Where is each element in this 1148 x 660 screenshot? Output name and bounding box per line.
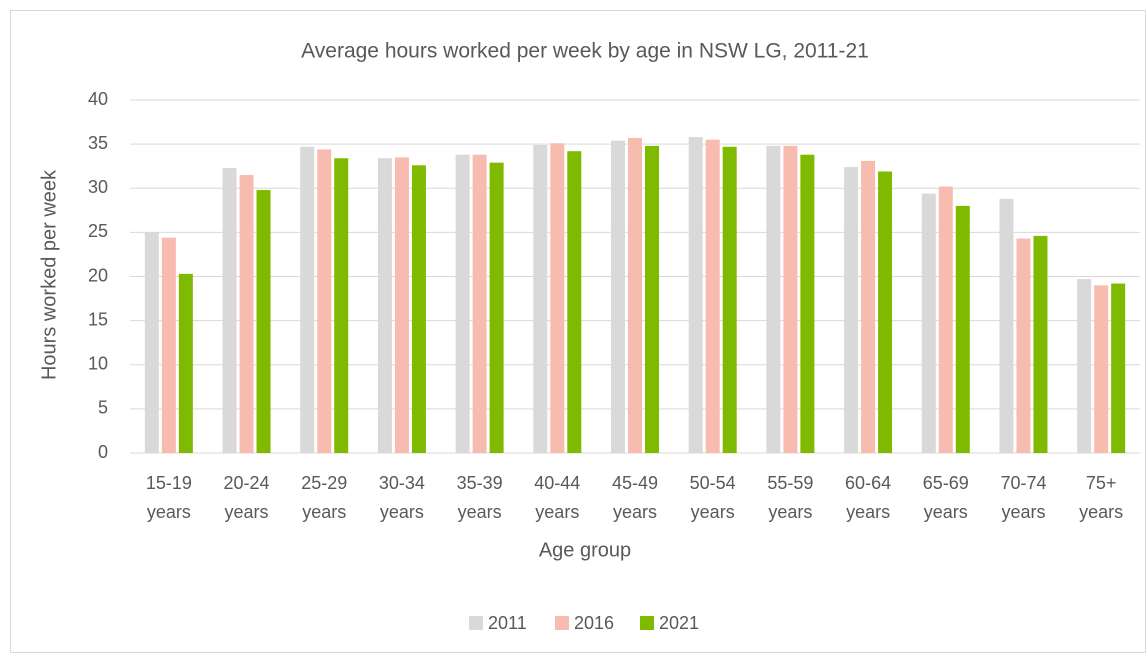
bar <box>688 137 703 453</box>
bar <box>489 162 504 453</box>
bar <box>766 145 781 453</box>
bar <box>611 140 625 453</box>
bar <box>550 143 565 453</box>
x-axis-label: Age group <box>539 539 631 561</box>
bar <box>377 158 392 453</box>
bar <box>317 149 332 454</box>
bar <box>256 190 271 453</box>
x-tick-label: 20-24 years <box>224 473 270 522</box>
legend-label: 2021 <box>659 613 699 633</box>
bar <box>300 146 315 453</box>
y-tick-label: 20 <box>88 265 108 285</box>
x-tick-label: 60-64 years <box>845 473 891 522</box>
bar <box>455 154 470 453</box>
y-tick-label: 5 <box>98 398 108 418</box>
bar <box>1077 279 1092 453</box>
x-tick-label: 35-39 years <box>457 473 503 522</box>
y-tick-label: 15 <box>88 309 108 329</box>
bar <box>800 154 815 453</box>
x-tick-label: 45-49 years <box>612 473 658 522</box>
bar <box>705 139 720 453</box>
bar <box>334 158 349 453</box>
bar <box>938 186 953 454</box>
bar <box>628 137 642 453</box>
x-tick-label: 75+ years <box>1079 473 1123 522</box>
legend-swatch <box>640 616 654 630</box>
bar <box>411 165 426 453</box>
chart-title: Average hours worked per week by age in … <box>301 40 869 63</box>
y-tick-label: 30 <box>88 177 108 197</box>
bar <box>844 167 859 453</box>
bar <box>722 146 737 453</box>
bar <box>1094 285 1109 453</box>
bar <box>222 167 237 453</box>
bar <box>1016 238 1031 453</box>
y-tick-label: 35 <box>88 133 108 153</box>
bar <box>161 237 176 453</box>
x-tick-label: 40-44 years <box>534 473 580 522</box>
y-tick-label: 0 <box>98 442 108 462</box>
x-tick-label: 70-74 years <box>1000 473 1046 522</box>
legend-swatch <box>555 616 569 630</box>
bar <box>472 154 487 453</box>
legend-label: 2011 <box>488 613 527 633</box>
bar <box>144 232 159 453</box>
y-tick-label: 40 <box>88 89 108 109</box>
bar <box>533 145 548 453</box>
bar <box>567 151 582 453</box>
bar <box>239 175 254 453</box>
y-tick-label: 25 <box>88 221 108 241</box>
bar <box>955 205 970 453</box>
bar <box>783 145 798 453</box>
bar <box>1033 235 1048 453</box>
bar <box>1111 283 1126 453</box>
y-tick-label: 10 <box>88 354 108 374</box>
x-tick-label: 65-69 years <box>923 473 969 522</box>
bar <box>178 273 193 453</box>
x-tick-label: 30-34 years <box>379 473 425 522</box>
bar <box>861 160 876 453</box>
bar <box>921 193 936 454</box>
x-tick-label: 50-54 years <box>690 473 736 522</box>
y-axis-label: Hours worked per week <box>38 169 60 380</box>
bar <box>645 145 659 453</box>
legend-swatch <box>469 616 483 630</box>
x-tick-label: 55-59 years <box>767 473 813 522</box>
x-tick-label: 25-29 years <box>301 473 347 522</box>
bar <box>999 198 1014 453</box>
legend-label: 2016 <box>574 613 614 633</box>
bar <box>394 157 409 454</box>
x-tick-label: 15-19 years <box>146 473 192 522</box>
bar <box>878 171 893 454</box>
